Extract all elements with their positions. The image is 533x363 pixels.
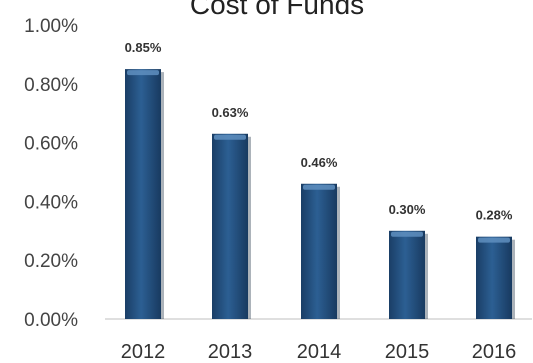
bar (389, 230, 425, 319)
bar-highlight (214, 134, 246, 140)
bar (476, 236, 512, 319)
x-tick-label: 2012 (121, 341, 166, 363)
data-label: 0.46% (301, 155, 338, 170)
bar (301, 183, 337, 319)
bar-2016 (476, 236, 515, 319)
chart-title: Cost of Funds (190, 0, 364, 20)
data-label: 0.30% (389, 202, 426, 217)
bar-highlight (478, 237, 510, 243)
data-label: 0.63% (212, 105, 249, 120)
x-tick-label: 2015 (385, 341, 430, 363)
data-label: 0.28% (476, 208, 513, 223)
y-tick-label: 0.20% (24, 251, 78, 272)
bar (212, 133, 248, 319)
y-tick-label: 0.80% (24, 75, 78, 96)
x-tick-label: 2016 (472, 341, 517, 363)
bar-2015 (389, 230, 428, 319)
x-tick-label: 2013 (208, 341, 253, 363)
bar-series: 0.85% 0.63% 0.46% 0.30% 0.28% (125, 40, 515, 319)
bar-highlight (391, 231, 423, 237)
bar-highlight (303, 184, 335, 190)
x-tick-label: 2014 (297, 341, 342, 363)
bar-2013 (212, 133, 251, 319)
bar-highlight (127, 70, 159, 76)
bar-2012 (125, 69, 164, 319)
bar (125, 69, 161, 319)
x-axis: 2012 2013 2014 2015 2016 (121, 341, 517, 363)
data-label: 0.85% (125, 40, 162, 55)
bar-2014 (301, 183, 340, 319)
y-tick-label: 0.40% (24, 192, 78, 213)
y-tick-label: 0.00% (24, 310, 78, 331)
y-axis: 0.00% 0.20% 0.40% 0.60% 0.80% 1.00% (24, 16, 78, 331)
y-tick-label: 1.00% (24, 16, 78, 37)
y-tick-label: 0.60% (24, 134, 78, 155)
